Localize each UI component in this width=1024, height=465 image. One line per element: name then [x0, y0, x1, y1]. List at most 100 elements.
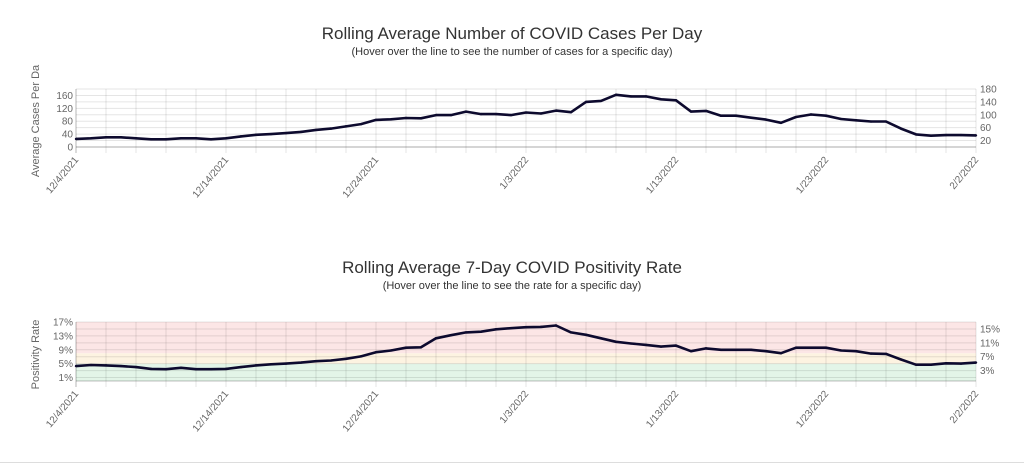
data-point	[239, 365, 243, 369]
x-tick-label: 2/2/2022	[948, 155, 982, 192]
data-point	[554, 324, 558, 327]
data-point	[134, 137, 138, 140]
data-point	[119, 136, 123, 139]
data-point	[644, 95, 648, 98]
x-tick-label: 1/13/2022	[644, 155, 681, 196]
data-point	[284, 362, 288, 365]
y-tick-label: 120	[56, 104, 73, 115]
data-point	[959, 133, 963, 137]
data-point	[599, 99, 603, 103]
data-point	[119, 364, 123, 368]
data-point	[839, 349, 843, 352]
data-point	[359, 122, 363, 126]
y-tick-label: 13%	[53, 331, 73, 342]
data-point	[929, 134, 933, 137]
data-point	[269, 363, 273, 366]
data-point	[524, 326, 528, 329]
data-point	[719, 348, 723, 351]
y-tick-label: 140	[980, 97, 997, 108]
data-point	[164, 138, 168, 141]
data-point	[74, 137, 78, 141]
data-point	[584, 333, 588, 337]
data-point	[269, 132, 273, 136]
data-point	[389, 118, 393, 121]
data-point	[959, 362, 963, 365]
data-point	[599, 337, 603, 340]
data-point	[344, 125, 348, 128]
threshold-band	[76, 363, 976, 381]
data-point	[299, 130, 303, 134]
data-point	[704, 109, 708, 113]
y-tick-label: 60	[980, 123, 992, 134]
x-tick-label: 12/4/2021	[44, 155, 81, 196]
data-point	[584, 100, 588, 104]
y-tick-label: 40	[62, 130, 74, 141]
y-tick-label: 11%	[980, 338, 999, 349]
data-point	[254, 364, 258, 367]
data-point	[914, 133, 918, 136]
data-point	[314, 128, 318, 132]
data-point	[89, 137, 93, 140]
data-point	[974, 134, 978, 137]
x-tick-label: 2/2/2022	[948, 389, 982, 426]
data-point	[449, 113, 453, 117]
x-tick-label: 1/13/2022	[644, 389, 681, 430]
cases-chart: Rolling Average Number of COVID Cases Pe…	[30, 24, 997, 200]
y-axis-label: Average Cases Per Da	[30, 64, 42, 177]
data-point	[164, 368, 168, 371]
divider	[0, 462, 1024, 463]
data-point	[944, 362, 948, 365]
threshold-band	[76, 353, 976, 364]
data-point	[824, 114, 828, 117]
data-point	[434, 113, 438, 117]
data-point	[869, 352, 873, 355]
data-point	[329, 359, 333, 362]
x-tick-label: 12/24/2021	[341, 389, 382, 435]
data-point	[974, 361, 978, 364]
y-tick-label: 0	[67, 143, 73, 154]
data-point	[404, 116, 408, 120]
y-tick-label: 3%	[980, 366, 995, 377]
data-point	[854, 119, 858, 122]
data-point	[929, 363, 933, 366]
data-point	[854, 349, 858, 353]
data-point	[764, 118, 768, 121]
x-tick-label: 12/4/2021	[44, 389, 81, 430]
y-tick-label: 15%	[980, 324, 1000, 335]
data-point	[359, 355, 363, 358]
data-point	[524, 111, 528, 114]
data-point	[179, 366, 183, 370]
data-point	[224, 367, 228, 371]
data-point	[794, 115, 798, 119]
data-point	[419, 346, 423, 349]
x-tick-label: 1/23/2022	[794, 155, 831, 196]
data-point	[449, 333, 453, 337]
data-point	[779, 352, 783, 355]
positivity-chart: Rolling Average 7-Day COVID Positivity R…	[30, 258, 1000, 434]
data-point	[884, 352, 888, 356]
y-tick-label: 17%	[53, 318, 73, 329]
data-point	[374, 118, 378, 122]
data-point	[464, 331, 468, 334]
data-point	[254, 133, 258, 136]
data-point	[89, 363, 93, 367]
y-tick-label: 1%	[59, 373, 74, 384]
data-point	[554, 109, 558, 112]
data-point	[674, 344, 678, 347]
data-point	[104, 136, 108, 139]
data-point	[629, 95, 633, 98]
data-point	[764, 349, 768, 353]
data-point	[539, 325, 543, 329]
data-point	[194, 368, 198, 371]
data-point	[794, 346, 798, 349]
data-point	[944, 133, 948, 137]
data-point	[224, 137, 228, 140]
positivity-chart-subtitle: (Hover over the line to see the rate for…	[383, 280, 642, 292]
data-point	[839, 117, 843, 121]
data-point	[674, 99, 678, 102]
y-tick-label: 100	[980, 110, 997, 121]
data-point	[479, 112, 483, 116]
data-point	[419, 117, 423, 120]
y-tick-label: 7%	[980, 352, 995, 363]
x-tick-label: 1/23/2022	[794, 389, 831, 430]
